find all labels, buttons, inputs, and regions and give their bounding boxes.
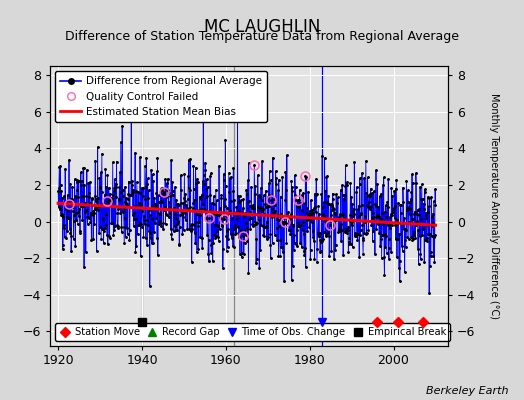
Text: MC LAUGHLIN: MC LAUGHLIN (204, 18, 320, 36)
Text: Difference of Station Temperature Data from Regional Average: Difference of Station Temperature Data f… (65, 30, 459, 43)
Text: Berkeley Earth: Berkeley Earth (426, 386, 508, 396)
Y-axis label: Monthly Temperature Anomaly Difference (°C): Monthly Temperature Anomaly Difference (… (489, 93, 499, 319)
Legend: Station Move, Record Gap, Time of Obs. Change, Empirical Break: Station Move, Record Gap, Time of Obs. C… (55, 323, 450, 341)
